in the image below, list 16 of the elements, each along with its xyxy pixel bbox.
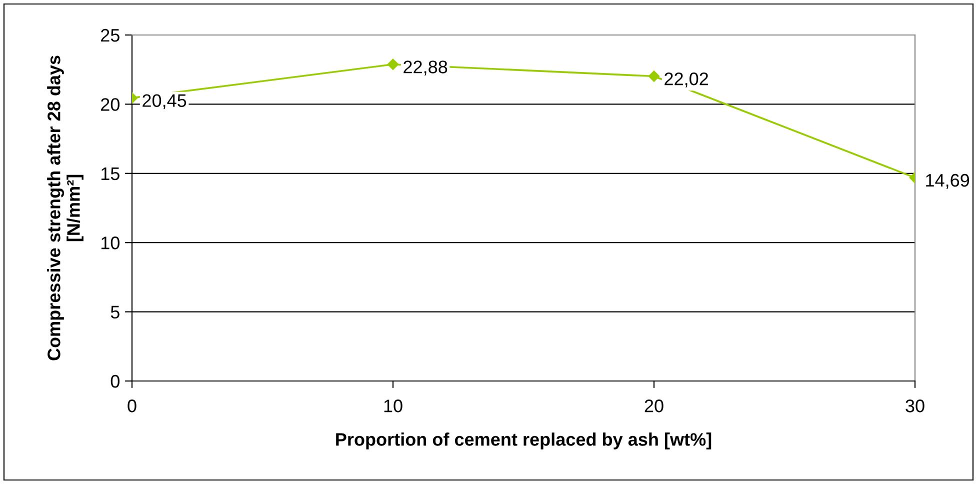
- data-label: 22,02: [664, 72, 708, 88]
- x-tick-label: 10: [384, 400, 402, 412]
- y-tick-label: 15: [101, 168, 120, 180]
- y-tick-label: 25: [101, 28, 120, 42]
- data-label: 22,88: [404, 60, 448, 76]
- y-axis-title: Compressive strength after 28 days [N/mm²]: [47, 56, 84, 360]
- data-label: 14,69: [926, 174, 970, 189]
- data-label: 20,45: [142, 94, 186, 110]
- y-tick-label: 20: [101, 98, 120, 111]
- x-tick-label: 30: [906, 400, 924, 412]
- x-tick-label: 0: [128, 400, 136, 412]
- x-axis-title: Proportion of cement replaced by ash [wt%]: [336, 432, 712, 450]
- x-tick-label: 20: [644, 400, 664, 412]
- y-tick-label: 0: [110, 374, 120, 388]
- y-tick-label: 5: [110, 306, 120, 319]
- y-tick-label: 10: [101, 236, 120, 250]
